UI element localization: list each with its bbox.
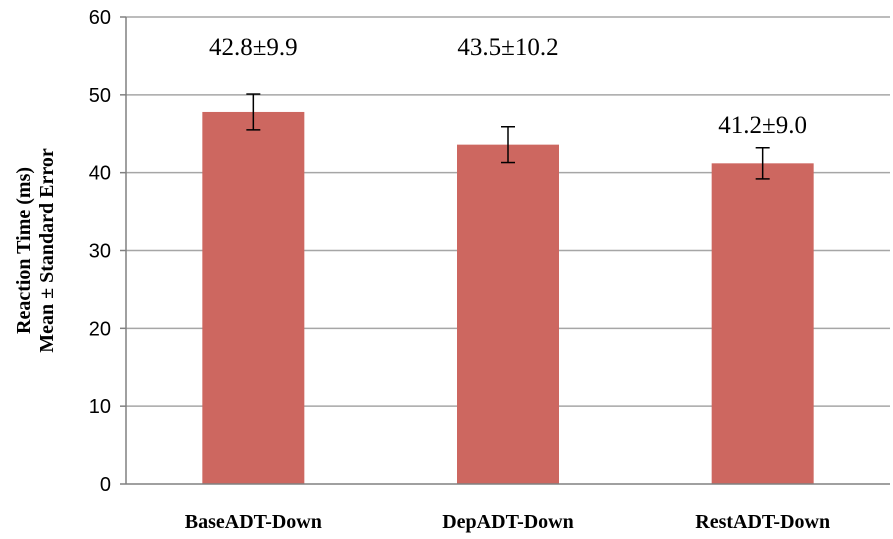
- y-axis-label: Reaction Time (ms)Mean ± Standard Error: [13, 148, 58, 353]
- x-label-DepADT-Down: DepADT-Down: [442, 511, 574, 533]
- x-label-RestADT-Down: RestADT-Down: [695, 511, 830, 533]
- bar-DepADT-Down: [457, 144, 559, 484]
- error-bars: [246, 93, 770, 180]
- axes: [125, 17, 890, 485]
- annotation-BaseADT-Down: 42.8±9.9: [209, 34, 298, 61]
- y-tick-label-10: 10: [89, 396, 111, 418]
- y-axis-title-line-1: Reaction Time (ms): [13, 167, 35, 334]
- x-label-BaseADT-Down: BaseADT-Down: [185, 511, 322, 533]
- bars: [202, 111, 814, 484]
- x-category-labels: BaseADT-Down DepADT-Down RestADT-Down: [185, 511, 830, 533]
- y-tick-label-0: 0: [100, 474, 111, 496]
- y-axis-title: Reaction Time (ms)Mean ± Standard Error: [13, 148, 58, 353]
- y-tick-label-40: 40: [89, 163, 111, 185]
- bar-BaseADT-Down: [202, 111, 305, 484]
- y-tick-label-60: 60: [89, 7, 111, 29]
- bar-annotations: 42.8±9.9 43.5±10.2 41.2±9.0: [209, 34, 807, 139]
- y-tick-label-20: 20: [89, 318, 111, 340]
- y-tick-labels: 0 10 20 30 40 50 60: [89, 7, 111, 496]
- bar-RestADT-Down: [711, 163, 814, 484]
- y-axis-title-line-2: Mean ± Standard Error: [36, 148, 58, 353]
- annotation-RestADT-Down: 41.2±9.0: [718, 112, 807, 139]
- y-tick-label-50: 50: [89, 85, 111, 107]
- annotation-DepADT-Down: 43.5±10.2: [457, 34, 558, 61]
- y-tick-label-30: 30: [89, 241, 111, 263]
